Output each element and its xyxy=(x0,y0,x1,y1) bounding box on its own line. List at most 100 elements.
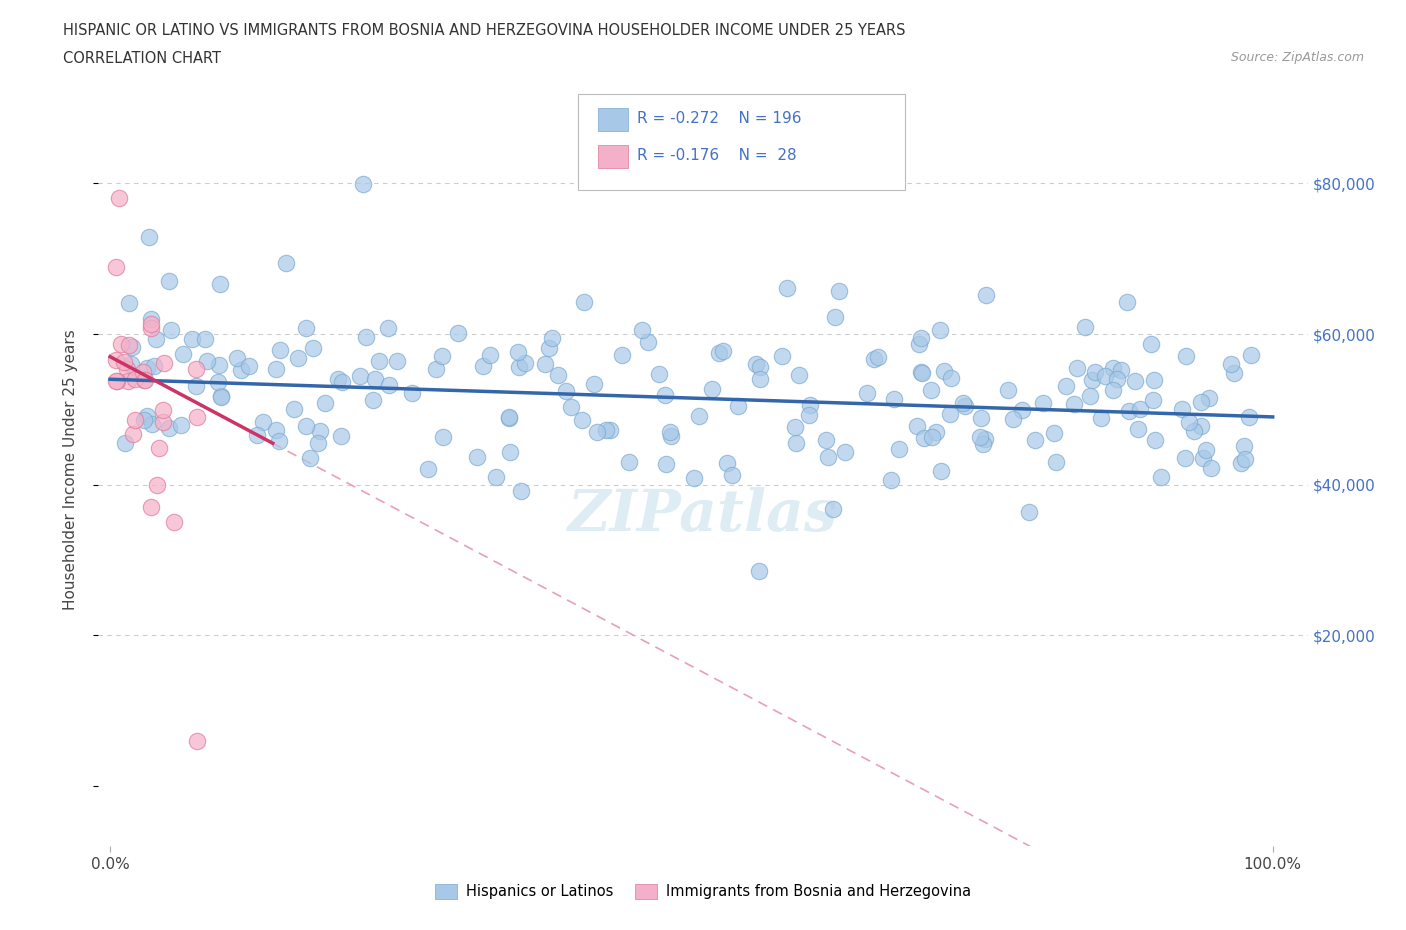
Point xyxy=(785,436,807,451)
Point xyxy=(560,399,582,414)
Point xyxy=(136,409,159,424)
Point xyxy=(595,422,617,437)
Point xyxy=(506,345,529,360)
Point xyxy=(997,382,1019,397)
Point xyxy=(925,425,948,440)
Point xyxy=(432,430,454,445)
Point xyxy=(1189,394,1212,409)
Point xyxy=(295,418,318,433)
Point xyxy=(1024,433,1046,448)
Point xyxy=(152,403,174,418)
Point xyxy=(1129,401,1152,416)
Point xyxy=(972,436,994,451)
Point xyxy=(537,341,560,356)
Point xyxy=(1115,295,1137,310)
Point xyxy=(1032,396,1054,411)
Point xyxy=(648,366,671,381)
Point xyxy=(141,417,163,432)
Point xyxy=(121,339,143,354)
Point xyxy=(354,330,377,345)
Point xyxy=(330,429,353,444)
Point xyxy=(141,312,163,327)
Point xyxy=(654,388,676,403)
Point xyxy=(749,360,772,375)
Point xyxy=(1192,450,1215,465)
Point xyxy=(1237,409,1260,424)
Point xyxy=(1045,454,1067,469)
Point xyxy=(745,357,768,372)
Point xyxy=(1143,373,1166,388)
Point xyxy=(716,455,738,470)
Point xyxy=(637,335,659,350)
Point xyxy=(264,422,287,437)
Y-axis label: Householder Income Under 25 years: Householder Income Under 25 years xyxy=(63,329,77,610)
Point xyxy=(1189,418,1212,433)
Point xyxy=(907,418,929,433)
Point xyxy=(252,415,274,430)
Point xyxy=(1198,391,1220,405)
Point xyxy=(814,432,837,447)
Point xyxy=(1173,450,1195,465)
Point xyxy=(309,423,332,438)
Point xyxy=(1139,337,1161,352)
Point xyxy=(485,470,508,485)
Point xyxy=(152,415,174,430)
Point xyxy=(1170,402,1192,417)
Point xyxy=(208,277,231,292)
Point xyxy=(1123,374,1146,389)
Point xyxy=(478,348,501,363)
Point xyxy=(148,440,170,455)
Point xyxy=(976,287,998,302)
Point xyxy=(287,351,309,365)
Point xyxy=(749,371,772,386)
Point xyxy=(1074,320,1097,335)
Point xyxy=(330,375,353,390)
Point xyxy=(1094,368,1116,383)
Point xyxy=(364,371,387,386)
Point xyxy=(138,230,160,245)
Point xyxy=(195,353,218,368)
Point xyxy=(821,502,844,517)
Point xyxy=(1230,456,1253,471)
Point xyxy=(776,281,799,296)
Point xyxy=(283,402,305,417)
Point xyxy=(1063,396,1085,411)
Point xyxy=(1080,373,1102,388)
Point xyxy=(1233,438,1256,453)
Point xyxy=(132,365,155,379)
Point xyxy=(368,353,391,368)
Point xyxy=(267,433,290,448)
Point xyxy=(361,392,384,407)
Point xyxy=(1011,403,1033,418)
Point xyxy=(209,389,232,404)
Point xyxy=(274,256,297,271)
Point xyxy=(1042,426,1064,441)
Point xyxy=(1150,470,1173,485)
Point xyxy=(683,471,706,485)
Point xyxy=(226,351,249,365)
Point xyxy=(499,445,522,460)
Point xyxy=(425,362,447,377)
Point xyxy=(1126,422,1149,437)
Point xyxy=(104,259,127,274)
Point xyxy=(139,320,162,335)
Point xyxy=(770,349,793,364)
Point xyxy=(910,365,932,379)
Point xyxy=(727,398,749,413)
Point xyxy=(610,348,633,363)
Point xyxy=(928,323,950,338)
Point xyxy=(112,355,135,370)
Text: Source: ZipAtlas.com: Source: ZipAtlas.com xyxy=(1230,51,1364,64)
Point xyxy=(246,428,269,443)
Point xyxy=(907,337,929,352)
Point xyxy=(1109,363,1132,378)
Point xyxy=(508,360,530,375)
Point xyxy=(969,430,991,445)
Point xyxy=(146,477,169,492)
Point xyxy=(124,371,146,386)
Point xyxy=(912,431,935,445)
Point xyxy=(1118,404,1140,418)
Point xyxy=(472,359,495,374)
Point xyxy=(114,435,136,450)
Point xyxy=(574,294,596,309)
